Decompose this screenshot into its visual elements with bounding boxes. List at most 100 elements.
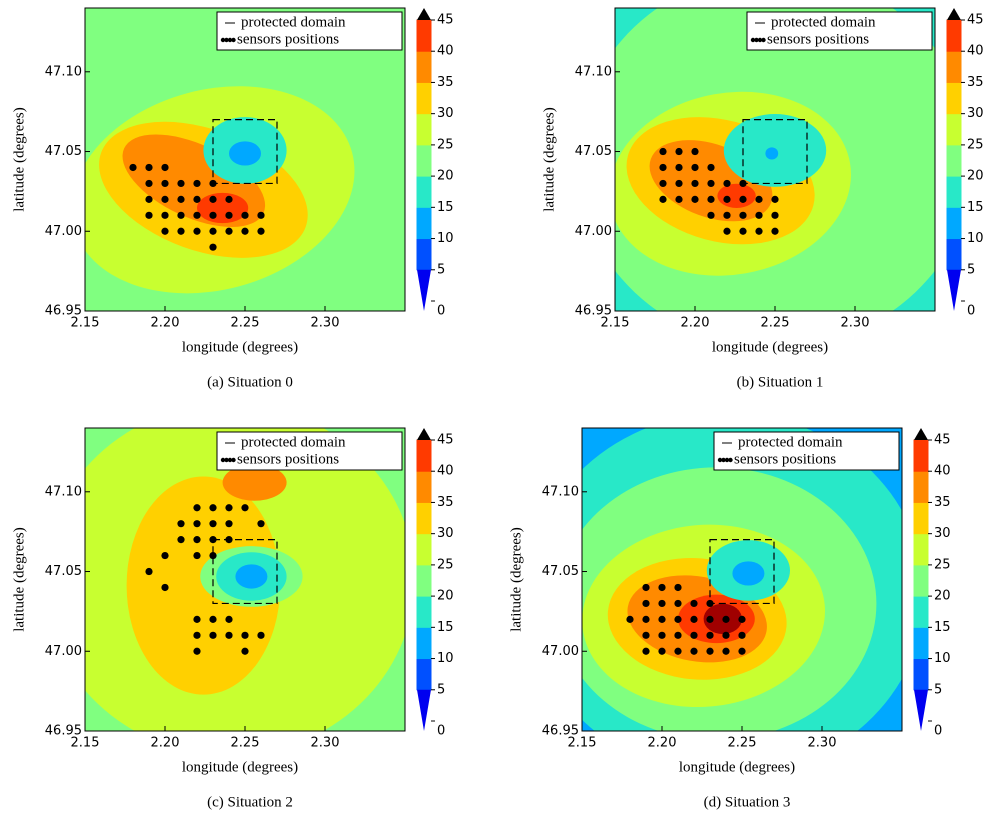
sensor-point bbox=[257, 631, 265, 639]
colorbar-label: 5 bbox=[934, 682, 942, 697]
sensor-point bbox=[626, 615, 634, 623]
sensor-point bbox=[722, 615, 730, 623]
sensor-point bbox=[193, 195, 201, 203]
x-axis-label: longitude (degrees) bbox=[182, 339, 298, 355]
colorbar-label: 45 bbox=[967, 13, 984, 28]
contour-field bbox=[85, 428, 405, 731]
sensor-point bbox=[225, 504, 233, 512]
sensor-point bbox=[659, 147, 667, 156]
colorbar-label: 25 bbox=[934, 557, 951, 572]
sensor-point bbox=[675, 163, 683, 172]
sensor-point bbox=[193, 504, 201, 512]
sensor-point bbox=[674, 615, 682, 623]
x-tick-label: 2.15 bbox=[568, 736, 597, 751]
colorbar-label: 20 bbox=[437, 589, 454, 604]
contour-region bbox=[732, 561, 765, 586]
colorbar-label: 40 bbox=[967, 44, 984, 59]
legend-swatch bbox=[231, 37, 236, 43]
sensor-point bbox=[225, 195, 233, 203]
sensor-point bbox=[161, 211, 169, 219]
sensor-point bbox=[177, 211, 185, 219]
caption: (a) Situation 0 bbox=[207, 374, 293, 390]
sensor-point bbox=[771, 195, 779, 203]
sensor-point bbox=[129, 163, 137, 172]
colorbar-label: 5 bbox=[967, 262, 975, 277]
colorbar-label: 20 bbox=[437, 169, 454, 184]
legend-label: protected domain bbox=[241, 434, 346, 450]
sensor-point bbox=[257, 211, 265, 219]
sensor-point bbox=[241, 631, 249, 639]
sensor-point bbox=[257, 227, 265, 235]
legend-box bbox=[216, 431, 403, 471]
colorbar-segment bbox=[416, 144, 432, 177]
colorbar-label: 35 bbox=[934, 495, 951, 510]
legend-swatch bbox=[717, 457, 723, 463]
protected-domain bbox=[212, 119, 278, 185]
sensor-point bbox=[738, 615, 746, 623]
x-tick-label: 2.25 bbox=[231, 736, 260, 751]
sensor-point bbox=[658, 599, 666, 608]
sensor-point bbox=[723, 227, 731, 235]
y-tick-label: 47.05 bbox=[542, 564, 579, 579]
panel: 2.15 2.20 2.25 2.30 46.95 47.00 47.05 47.10 long… bbox=[11, 427, 454, 810]
sensor-point bbox=[642, 631, 650, 639]
sensor-point bbox=[209, 179, 217, 188]
legend-swatch bbox=[750, 37, 756, 43]
legend-swatch bbox=[224, 457, 229, 463]
sensor-point bbox=[225, 227, 233, 235]
colorbar-segment bbox=[913, 658, 929, 691]
y-tick-label: 46.95 bbox=[542, 724, 579, 739]
sensor-point bbox=[145, 195, 153, 203]
sensor-point bbox=[209, 520, 217, 528]
colorbar-segment bbox=[416, 113, 432, 146]
colorbar-label: 30 bbox=[967, 106, 984, 121]
colorbar-segment bbox=[416, 658, 432, 691]
colorbar-segment bbox=[416, 533, 432, 566]
y-tick-label: 47.05 bbox=[45, 564, 82, 579]
colorbar-segment bbox=[416, 626, 432, 660]
colorbar-segment bbox=[416, 564, 432, 597]
legend-swatch bbox=[220, 457, 226, 463]
x-tick-label: 2.25 bbox=[761, 316, 790, 331]
sensor-point bbox=[257, 520, 265, 528]
sensor-point bbox=[675, 147, 683, 156]
legend-label: protected domain bbox=[771, 14, 876, 30]
colorbar-segment bbox=[946, 50, 962, 83]
sensor-point bbox=[658, 583, 666, 592]
colorbar-under bbox=[417, 689, 431, 731]
colorbar-segment bbox=[416, 206, 432, 240]
sensor-point bbox=[706, 599, 714, 608]
colorbar-label: 25 bbox=[437, 557, 454, 572]
colorbar-label: 30 bbox=[437, 526, 454, 541]
colorbar-label: 40 bbox=[437, 44, 454, 59]
colorbar-segment bbox=[913, 564, 929, 597]
colorbar-segment bbox=[416, 439, 432, 472]
legend-box bbox=[216, 11, 403, 51]
y-tick-label: 47.00 bbox=[575, 224, 612, 239]
sensor-point bbox=[707, 163, 715, 172]
sensor-point bbox=[739, 211, 747, 219]
colorbar-label: 25 bbox=[437, 137, 454, 152]
colorbar-segment bbox=[416, 501, 432, 535]
y-tick-label: 47.10 bbox=[45, 484, 82, 499]
colorbar-segment bbox=[946, 175, 962, 208]
contour-region bbox=[197, 192, 249, 224]
colorbar-segment bbox=[416, 175, 432, 208]
sensor-point bbox=[642, 583, 650, 592]
legend-label: sensors positions bbox=[237, 31, 339, 47]
sensor-point bbox=[658, 631, 666, 639]
sensor-point bbox=[707, 195, 715, 203]
legend-label: protected domain bbox=[241, 14, 346, 30]
colorbar-label: 10 bbox=[934, 651, 951, 666]
colorbar-label: 5 bbox=[437, 262, 445, 277]
colorbar-label: 15 bbox=[967, 200, 984, 215]
colorbar-label: 30 bbox=[934, 526, 951, 541]
sensor-point bbox=[659, 163, 667, 172]
colorbar-over bbox=[947, 8, 961, 20]
legend-box bbox=[746, 11, 933, 51]
sensor-point bbox=[209, 504, 217, 512]
sensor-point bbox=[241, 211, 249, 219]
sensor-point bbox=[659, 195, 667, 203]
sensor-point bbox=[209, 615, 217, 623]
